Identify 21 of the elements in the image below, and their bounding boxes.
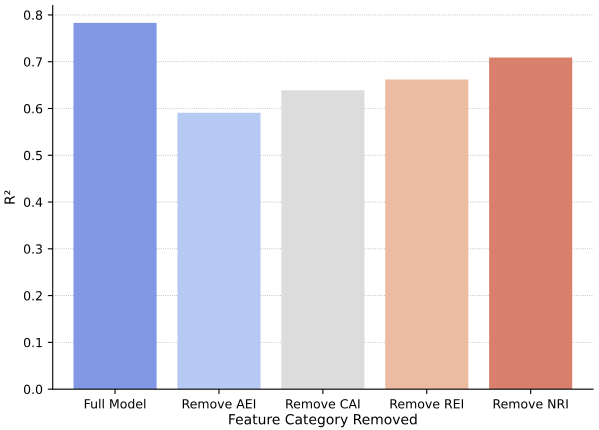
y-tick-label: 0.7: [24, 57, 42, 67]
y-axis-title: R²: [4, 190, 15, 204]
bar: [281, 90, 364, 390]
y-tick-label: 0.5: [24, 150, 42, 160]
y-tick-label: 0.6: [24, 104, 42, 114]
x-tick-label: Remove REI: [390, 399, 464, 409]
x-axis-title: Feature Category Removed: [229, 414, 417, 428]
bar: [489, 58, 572, 390]
bar: [177, 112, 261, 390]
y-tick-label: 0.2: [24, 291, 42, 301]
x-tick-label: Remove AEI: [182, 399, 256, 409]
x-tick-label: Remove NRI: [494, 399, 568, 409]
y-tick-label: 0.8: [24, 10, 42, 20]
y-tick-label: 0.3: [24, 244, 42, 254]
y-tick-label: 0.4: [24, 198, 42, 207]
y-tick-label: 0.1: [24, 338, 42, 348]
bar: [385, 79, 468, 390]
x-tick-label: Remove CAI: [286, 399, 360, 409]
x-tick-label: Full Model: [84, 398, 146, 409]
y-tick-label: 0.0: [24, 384, 42, 394]
bar: [73, 22, 157, 390]
